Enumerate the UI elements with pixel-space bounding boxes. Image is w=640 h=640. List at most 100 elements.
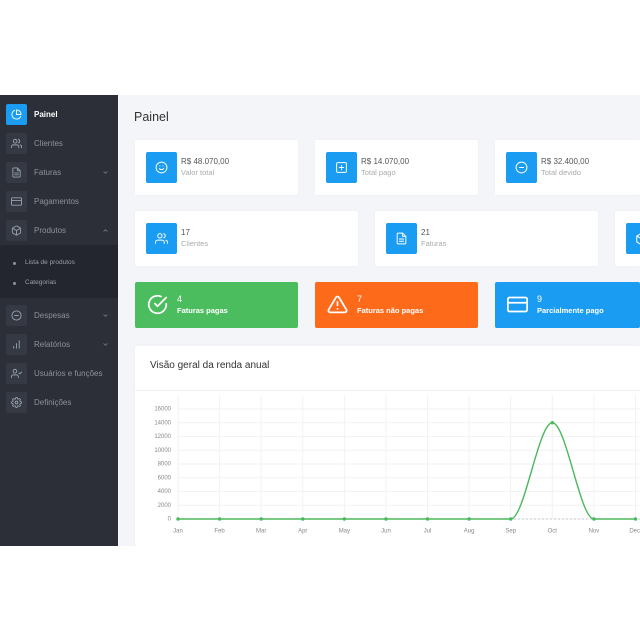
file-text-icon xyxy=(6,162,27,183)
status-value: 9 xyxy=(537,294,543,304)
status-label: Faturas pagas xyxy=(177,306,228,315)
data-point xyxy=(633,517,638,521)
sidebar-item-usuarios-e-funcoes[interactable]: Usuários e funções xyxy=(0,359,118,388)
bar-chart-icon xyxy=(6,334,27,355)
x-tick-label: May xyxy=(339,529,350,535)
sidebar-item-label: Pagamentos xyxy=(34,197,79,206)
data-point xyxy=(342,517,347,521)
status-label: Faturas não pagas xyxy=(357,306,424,315)
data-point xyxy=(425,517,430,521)
summary-label: Total pago xyxy=(361,168,396,177)
count-label: Faturas xyxy=(421,239,447,248)
pie-chart-icon xyxy=(6,104,27,125)
users-icon xyxy=(6,133,27,154)
sidebar-item-painel[interactable]: Painel xyxy=(0,100,118,129)
sidebar-item-label: Relatórios xyxy=(34,340,71,349)
x-tick-label: Jan xyxy=(173,529,183,535)
status-card-parcialmente-pago: 9 Parcialmente pago xyxy=(495,282,640,328)
alert-triangle-icon xyxy=(327,294,348,315)
credit-card-icon xyxy=(6,191,27,212)
x-tick-label: Apr xyxy=(298,529,307,535)
sidebar-item-label: Painel xyxy=(34,110,58,119)
summary-card-valor-total: R$ 48.070,00 Valor total xyxy=(135,140,298,195)
summary-value: R$ 32.400,00 xyxy=(541,157,590,166)
summary-value: R$ 14.070,00 xyxy=(361,157,410,166)
chart-card: Visão geral da renda anual 0 2000 4000 6000… xyxy=(135,346,640,546)
box-icon xyxy=(6,220,27,241)
chart-title: Visão geral da renda anual xyxy=(150,360,270,371)
count-label: Clientes xyxy=(181,239,209,248)
file-text-icon xyxy=(386,223,417,254)
user-check-icon xyxy=(6,363,27,384)
page-title: Painel xyxy=(134,110,169,124)
plus-square-icon xyxy=(326,152,357,183)
sidebar-item-label: Clientes xyxy=(34,139,63,148)
settings-icon xyxy=(6,392,27,413)
produtos-submenu: Lista de produtos Categorias xyxy=(0,245,118,298)
submenu-item-label: Lista de produtos xyxy=(25,259,75,266)
submenu-item-categorias[interactable]: Categorias xyxy=(0,273,118,293)
chevron-down-icon xyxy=(102,312,109,319)
credit-card-icon xyxy=(507,294,528,315)
y-tick-label: 12000 xyxy=(154,434,171,440)
x-tick-label: Jul xyxy=(424,529,432,535)
submenu-item-lista-de-produtos[interactable]: Lista de produtos xyxy=(0,253,118,273)
sidebar-item-produtos[interactable]: Produtos xyxy=(0,216,118,245)
x-tick-label: Mar xyxy=(256,529,266,535)
sidebar-item-label: Produtos xyxy=(34,226,67,235)
minus-circle-icon xyxy=(6,305,27,326)
minus-circle-icon xyxy=(506,152,537,183)
sidebar-item-label: Despesas xyxy=(34,311,70,320)
data-point xyxy=(259,517,263,521)
data-point xyxy=(467,517,471,521)
x-tick-label: Dec xyxy=(629,529,640,535)
smile-icon xyxy=(146,152,177,183)
data-point xyxy=(592,517,596,521)
y-tick-label: 4000 xyxy=(158,489,172,495)
bullet-icon xyxy=(13,281,16,285)
x-tick-label: Aug xyxy=(464,529,475,535)
status-card-faturas-pagas: 4 Faturas pagas xyxy=(135,282,298,328)
x-tick-label: Nov xyxy=(589,529,600,535)
chart-divider xyxy=(135,390,640,391)
count-value: 17 xyxy=(181,228,190,237)
chevron-down-icon xyxy=(102,341,109,348)
x-tick-label: Feb xyxy=(214,529,225,535)
count-card-faturas: 21 Faturas xyxy=(375,211,598,266)
chevron-up-icon xyxy=(102,227,109,234)
check-circle-icon xyxy=(147,294,168,315)
summary-label: Valor total xyxy=(181,168,215,177)
status-value: 4 xyxy=(177,294,183,304)
box-icon xyxy=(626,223,640,254)
count-card-partial xyxy=(615,211,640,266)
sidebar: Painel Clientes Faturas Pagamentos xyxy=(0,95,118,546)
sidebar-item-clientes[interactable]: Clientes xyxy=(0,129,118,158)
y-tick-label: 10000 xyxy=(154,448,171,454)
sidebar-item-faturas[interactable]: Faturas xyxy=(0,158,118,187)
y-tick-label: 8000 xyxy=(158,462,172,468)
y-tick-label: 2000 xyxy=(158,503,172,509)
data-point xyxy=(217,517,222,521)
sidebar-item-definicoes[interactable]: Definições xyxy=(0,388,118,417)
sidebar-item-label: Definições xyxy=(34,398,72,407)
y-tick-label: 0 xyxy=(168,517,172,523)
x-tick-label: Oct xyxy=(548,529,558,535)
y-tick-label: 6000 xyxy=(158,475,172,481)
count-card-clientes: 17 Clientes xyxy=(135,211,358,266)
main-content: Painel R$ 48.070,00 Valor total R$ 14.07… xyxy=(118,95,640,546)
app-window: Painel Clientes Faturas Pagamentos xyxy=(0,95,640,546)
bullet-icon xyxy=(13,261,16,265)
sidebar-item-pagamentos[interactable]: Pagamentos xyxy=(0,187,118,216)
sidebar-item-despesas[interactable]: Despesas xyxy=(0,301,118,330)
status-label: Parcialmente pago xyxy=(537,306,604,315)
data-point xyxy=(384,517,388,521)
users-icon xyxy=(146,223,177,254)
series-line xyxy=(177,422,636,520)
sidebar-item-relatorios[interactable]: Relatórios xyxy=(0,330,118,359)
data-point xyxy=(301,517,305,521)
chevron-down-icon xyxy=(102,169,109,176)
summary-label: Total devido xyxy=(541,168,582,177)
y-tick-label: 16000 xyxy=(154,407,171,413)
summary-card-total-devido: R$ 32.400,00 Total devido xyxy=(495,140,640,195)
income-line-chart: 0 2000 4000 6000 8000 10000 12000 14000 16000 Jan… xyxy=(154,395,640,535)
